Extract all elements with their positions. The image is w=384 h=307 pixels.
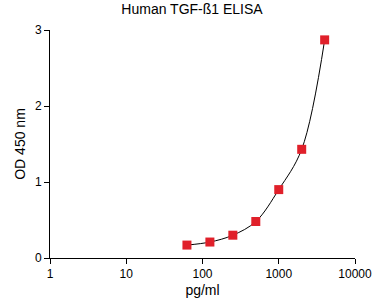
svg-text:Human TGF-ß1 ELISA: Human TGF-ß1 ELISA [121, 1, 263, 17]
svg-text:3: 3 [35, 23, 42, 37]
svg-text:pg/ml: pg/ml [185, 282, 219, 298]
svg-text:10000: 10000 [338, 267, 372, 281]
svg-text:OD 450 nm: OD 450 nm [12, 108, 28, 180]
svg-text:0: 0 [35, 251, 42, 265]
svg-text:1000: 1000 [265, 267, 292, 281]
svg-text:100: 100 [192, 267, 212, 281]
svg-text:2: 2 [35, 99, 42, 113]
svg-text:1: 1 [47, 267, 54, 281]
svg-text:1: 1 [35, 175, 42, 189]
svg-text:10: 10 [120, 267, 134, 281]
